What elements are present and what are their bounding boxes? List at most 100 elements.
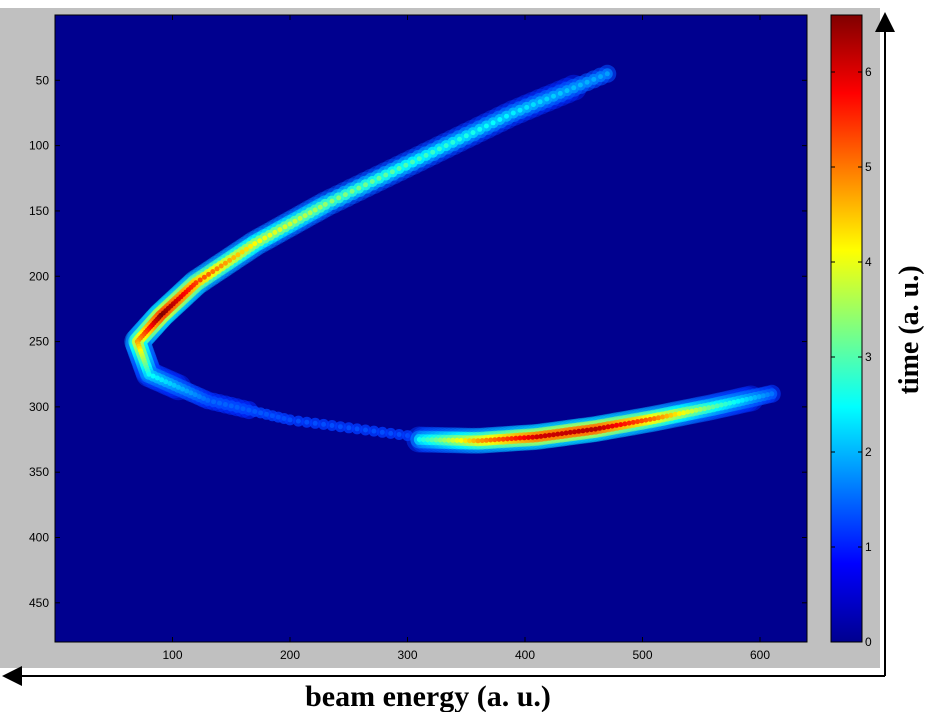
heat-blob — [192, 392, 198, 398]
heat-blob — [257, 238, 263, 244]
heat-blob — [405, 433, 410, 439]
y-tick-label: 100 — [29, 139, 49, 153]
heat-blob — [239, 249, 245, 255]
heat-blob — [697, 406, 703, 412]
heat-blob — [580, 428, 586, 434]
heat-blob — [524, 104, 530, 110]
heat-blob — [252, 241, 258, 247]
heat-feature-upper-arc — [124, 64, 617, 442]
heat-blob — [356, 185, 362, 191]
y-tick-label: 200 — [29, 269, 49, 283]
heat-blob — [292, 218, 298, 224]
heat-blob — [710, 404, 716, 410]
heat-blob — [211, 399, 217, 405]
heat-blob — [604, 71, 610, 77]
heat-blob — [544, 96, 550, 102]
heat-blob — [396, 166, 402, 171]
heat-blob — [371, 428, 377, 434]
heat-blob — [240, 406, 246, 412]
heat-blob — [681, 410, 687, 416]
heat-blob — [388, 430, 394, 436]
heat-blob — [383, 172, 389, 178]
heat-blob — [500, 436, 506, 442]
heat-blob — [205, 397, 211, 403]
heat-blob — [517, 107, 523, 113]
heat-blob — [584, 427, 590, 433]
heat-blob — [342, 192, 348, 198]
heat-blob — [336, 195, 342, 201]
heat-blob — [748, 396, 754, 401]
heat-feature-lower-streak — [406, 384, 781, 454]
x-tick-label: 500 — [632, 648, 652, 662]
heat-blob — [706, 405, 712, 411]
heat-blob — [744, 396, 750, 402]
y-tick-label: 450 — [29, 596, 49, 610]
heat-blob — [429, 437, 435, 443]
heat-blob — [446, 437, 452, 443]
y-tick-label: 50 — [36, 73, 50, 87]
heat-blob — [718, 402, 724, 408]
heat-blob — [463, 133, 469, 139]
heat-blob — [462, 438, 468, 444]
heat-blob — [513, 435, 519, 441]
heat-blob — [171, 382, 177, 388]
x-tick-label: 100 — [162, 648, 182, 662]
heat-blob — [175, 384, 181, 390]
heat-blob — [295, 418, 301, 424]
heat-blob — [760, 393, 766, 399]
heat-blob — [685, 409, 691, 415]
heat-blob — [672, 411, 678, 417]
heat-blob — [222, 260, 228, 266]
heat-blob — [196, 394, 202, 400]
heat-blob — [312, 207, 318, 213]
x-ticks: 100 200 300 400 500 600 — [162, 15, 770, 662]
heat-blob — [287, 417, 293, 423]
y-axis-label: time (a. u.) — [894, 265, 925, 394]
heat-blob — [235, 252, 241, 258]
heat-blob — [349, 188, 355, 194]
heat-blob — [571, 85, 577, 91]
heat-blob — [188, 390, 194, 396]
heat-blob — [597, 425, 603, 431]
heat-blob — [643, 417, 649, 423]
x-tick-label: 200 — [280, 648, 300, 662]
heat-blob — [282, 224, 288, 230]
heat-blob — [258, 410, 264, 416]
heat-blob — [450, 139, 456, 145]
heat-blob — [664, 413, 670, 419]
heat-blob — [588, 427, 594, 433]
heat-blob — [530, 434, 536, 440]
heat-blob — [542, 433, 548, 439]
heat-blob — [322, 201, 328, 207]
heat-blob — [159, 377, 165, 383]
heat-blob — [510, 110, 516, 116]
heat-blob — [723, 401, 729, 407]
heat-blob — [577, 82, 583, 88]
heat-blob — [234, 404, 240, 410]
heat-blob — [477, 126, 483, 132]
heat-blob — [591, 76, 597, 82]
colorbar-tick-label: 1 — [865, 540, 872, 554]
heat-blob — [689, 408, 695, 414]
heat-blob — [630, 419, 636, 425]
heat-blob — [243, 246, 249, 252]
heat-layer — [124, 64, 781, 454]
heat-blob — [389, 169, 395, 175]
heat-blob — [297, 215, 303, 221]
heat-blob — [396, 432, 402, 437]
heat-blob — [714, 403, 720, 409]
heat-blob — [317, 204, 323, 210]
colorbar-tick-label: 4 — [865, 255, 872, 269]
heat-blob — [454, 437, 460, 443]
colorbar-tick-label: 0 — [865, 635, 872, 649]
y-tick-label: 300 — [29, 400, 49, 414]
heat-blob — [146, 371, 152, 377]
heat-blob — [163, 379, 169, 385]
heat-blob — [312, 420, 318, 426]
heat-blob — [693, 407, 699, 413]
heat-blob — [167, 381, 173, 386]
heat-blob — [269, 413, 275, 419]
heat-blob — [410, 159, 415, 165]
heat-blob — [483, 123, 489, 129]
heat-blob — [504, 436, 510, 442]
